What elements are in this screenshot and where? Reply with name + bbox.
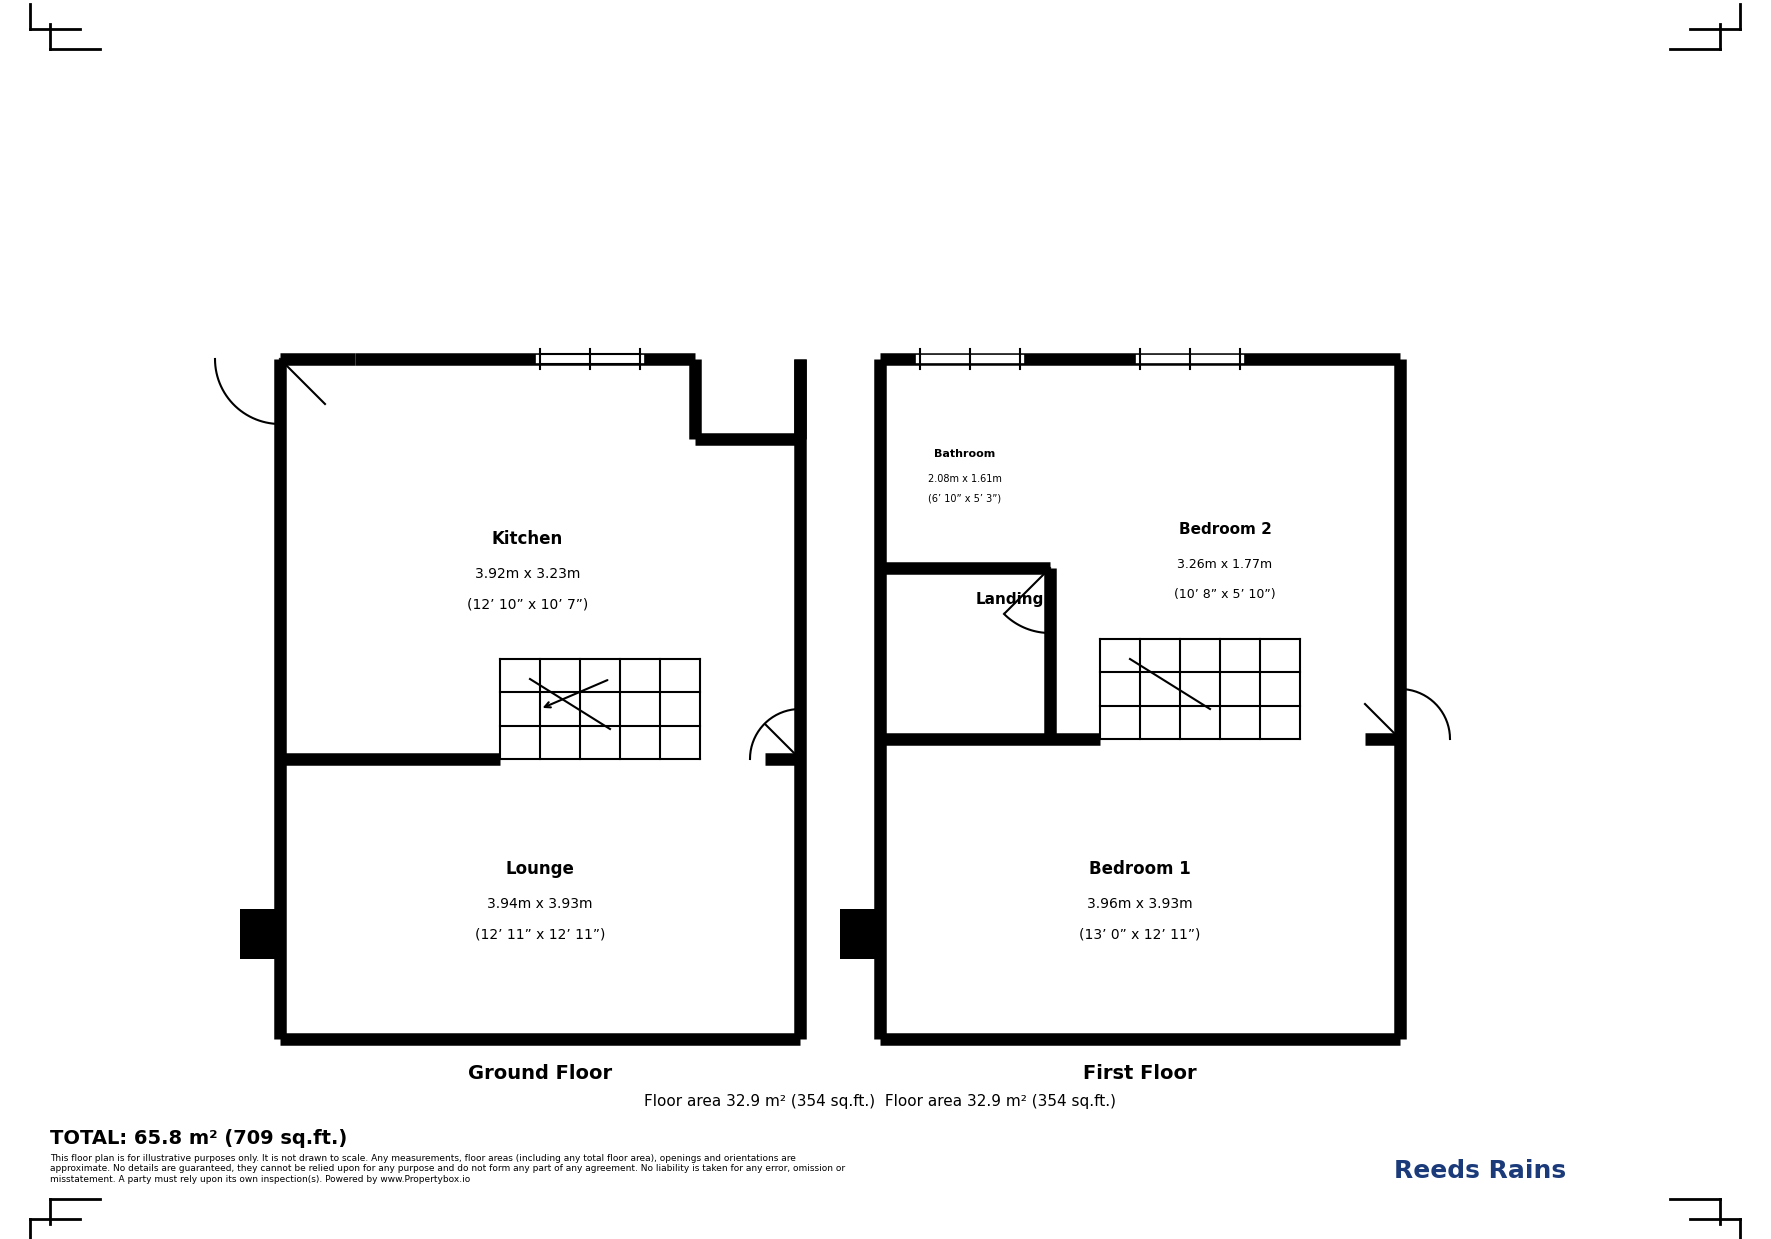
Text: Bedroom 1: Bedroom 1 xyxy=(1089,860,1190,878)
Text: 2.08m x 1.61m: 2.08m x 1.61m xyxy=(928,473,1002,483)
Text: Ground Floor: Ground Floor xyxy=(468,1064,613,1083)
Text: Bathroom: Bathroom xyxy=(935,449,995,458)
Bar xyxy=(839,909,880,959)
Text: This floor plan is for illustrative purposes only. It is not drawn to scale. Any: This floor plan is for illustrative purp… xyxy=(50,1154,845,1183)
Text: 3.96m x 3.93m: 3.96m x 3.93m xyxy=(1087,897,1194,911)
Text: (12’ 10” x 10’ 7”): (12’ 10” x 10’ 7”) xyxy=(468,597,588,611)
Text: (10’ 8” x 5’ 10”): (10’ 8” x 5’ 10”) xyxy=(1174,587,1275,601)
Text: 3.94m x 3.93m: 3.94m x 3.93m xyxy=(487,897,593,911)
Text: 3.92m x 3.23m: 3.92m x 3.23m xyxy=(475,567,581,581)
Bar xyxy=(241,909,280,959)
Text: Bedroom 2: Bedroom 2 xyxy=(1178,522,1272,536)
Text: TOTAL: 65.8 m² (709 sq.ft.): TOTAL: 65.8 m² (709 sq.ft.) xyxy=(50,1129,347,1149)
Text: Floor area 32.9 m² (354 sq.ft.)  Floor area 32.9 m² (354 sq.ft.): Floor area 32.9 m² (354 sq.ft.) Floor ar… xyxy=(645,1094,1116,1109)
Text: (12’ 11” x 12’ 11”): (12’ 11” x 12’ 11”) xyxy=(475,927,606,940)
Text: Lounge: Lounge xyxy=(505,860,574,878)
Text: 3.26m x 1.77m: 3.26m x 1.77m xyxy=(1178,558,1273,570)
Text: Landing: Landing xyxy=(976,591,1045,607)
Text: (13’ 0” x 12’ 11”): (13’ 0” x 12’ 11”) xyxy=(1079,927,1201,940)
Text: (6’ 10” x 5’ 3”): (6’ 10” x 5’ 3”) xyxy=(928,493,1002,503)
Text: Kitchen: Kitchen xyxy=(492,530,563,548)
Text: Reeds Rains: Reeds Rains xyxy=(1394,1158,1566,1183)
Text: First Floor: First Floor xyxy=(1084,1064,1197,1083)
